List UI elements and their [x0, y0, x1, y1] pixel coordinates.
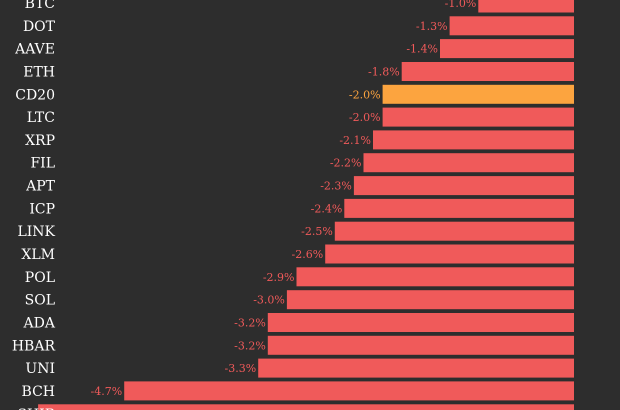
bar-aave [440, 39, 574, 59]
value-label-icp: -2.4% [311, 202, 343, 215]
category-label-aave: AAVE [14, 42, 55, 58]
value-label-ltc: -2.0% [349, 111, 381, 124]
category-label-ltc: LTC [27, 110, 55, 126]
category-label-ada: ADA [23, 316, 56, 332]
bar-icp [344, 198, 574, 218]
value-label-ada: -3.2% [234, 317, 266, 330]
bar-fil [363, 153, 574, 173]
value-label-shib: -5.6% [4, 408, 36, 410]
bar-xrp [373, 130, 574, 150]
bar-uni [258, 358, 574, 378]
bar-ltc [382, 107, 574, 127]
category-label-pol: POL [25, 270, 55, 286]
value-label-xlm: -2.6% [292, 248, 324, 261]
bar-bch [124, 381, 574, 401]
value-label-fil: -2.2% [330, 157, 362, 170]
category-label-shib: SHIB [17, 407, 55, 410]
bar-dot [449, 16, 574, 36]
value-label-btc: -1.0% [445, 0, 477, 10]
value-label-bch: -4.7% [91, 385, 123, 398]
bar-apt [353, 176, 574, 196]
bar-eth [401, 62, 574, 81]
bar-btc [478, 0, 574, 13]
category-label-icp: ICP [29, 201, 55, 217]
category-label-apt: APT [25, 179, 56, 195]
category-label-btc: BTC [25, 0, 55, 12]
value-label-cd20: -2.0% [349, 88, 381, 101]
value-label-pol: -2.9% [263, 271, 295, 284]
value-label-xrp: -2.1% [339, 134, 371, 147]
bar-ada [267, 313, 574, 332]
bar-pol [296, 267, 574, 287]
category-label-uni: UNI [25, 361, 55, 377]
value-label-aave: -1.4% [406, 43, 438, 56]
category-label-bch: BCH [22, 384, 55, 400]
category-label-fil: FIL [30, 156, 55, 172]
bar-cd20 [382, 84, 574, 104]
value-label-hbar: -3.2% [234, 339, 266, 352]
bar-xlm [325, 244, 574, 264]
category-label-xrp: XRP [25, 133, 55, 149]
bar-hbar [267, 335, 574, 355]
value-label-apt: -2.3% [320, 180, 352, 193]
category-label-link: LINK [17, 224, 55, 240]
category-label-eth: ETH [23, 65, 55, 81]
category-label-dot: DOT [23, 19, 56, 35]
category-label-sol: SOL [25, 293, 55, 309]
bar-shib [38, 404, 575, 410]
value-label-eth: -1.8% [368, 66, 400, 79]
category-label-xlm: XLM [21, 247, 55, 263]
value-label-dot: -1.3% [416, 20, 448, 33]
category-label-hbar: HBAR [12, 338, 56, 354]
category-label-cd20: CD20 [15, 87, 55, 103]
value-label-uni: -3.3% [225, 362, 257, 375]
bar-link [334, 221, 575, 241]
value-label-sol: -3.0% [253, 294, 285, 307]
bar-sol [286, 290, 574, 310]
value-label-link: -2.5% [301, 225, 333, 238]
